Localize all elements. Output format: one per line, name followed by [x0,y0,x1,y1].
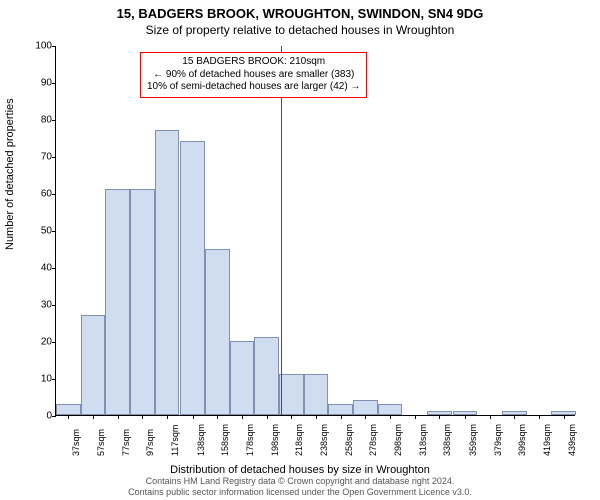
plot-area: 010203040506070809010037sqm57sqm77sqm97s… [55,46,575,416]
histogram-bar [180,141,205,415]
x-tick-mark [193,415,194,419]
x-tick-mark [390,415,391,419]
histogram-bar [81,315,106,415]
chart-title-address: 15, BADGERS BROOK, WROUGHTON, SWINDON, S… [0,0,600,21]
x-tick-label: 258sqm [344,424,354,456]
y-axis-label: Number of detached properties [4,98,16,250]
x-tick-label: 359sqm [468,424,478,456]
chart-title-desc: Size of property relative to detached ho… [0,21,600,37]
x-tick-label: 419sqm [542,424,552,456]
x-tick-label: 37sqm [71,429,81,456]
x-tick-label: 218sqm [294,424,304,456]
y-tick-mark [52,416,56,417]
x-tick-mark [316,415,317,419]
infobox-line: 15 BADGERS BROOK: 210sqm [147,56,360,69]
y-tick-label: 30 [26,300,52,311]
x-tick-mark [291,415,292,419]
histogram-bar [130,189,155,415]
x-tick-mark [267,415,268,419]
reference-line [281,46,282,415]
x-tick-label: 97sqm [145,429,155,456]
y-tick-mark [52,194,56,195]
x-tick-label: 198sqm [270,424,280,456]
x-tick-mark [365,415,366,419]
x-tick-label: 278sqm [368,424,378,456]
x-tick-mark [242,415,243,419]
y-tick-label: 70 [26,152,52,163]
x-tick-label: 399sqm [517,424,527,456]
y-tick-mark [52,342,56,343]
y-tick-label: 20 [26,337,52,348]
x-tick-label: 178sqm [245,424,255,456]
histogram-bar [155,130,180,415]
y-tick-label: 90 [26,78,52,89]
y-tick-mark [52,157,56,158]
x-tick-mark [167,415,168,419]
x-tick-mark [490,415,491,419]
infobox-line: ← 90% of detached houses are smaller (38… [147,69,360,82]
y-tick-label: 100 [26,41,52,52]
x-tick-label: 439sqm [567,424,577,456]
x-axis-label: Distribution of detached houses by size … [0,464,600,476]
x-tick-mark [415,415,416,419]
x-tick-mark [68,415,69,419]
y-tick-label: 60 [26,189,52,200]
x-tick-label: 238sqm [319,424,329,456]
y-tick-label: 40 [26,263,52,274]
y-tick-mark [52,379,56,380]
histogram-bar [378,404,403,415]
y-tick-label: 80 [26,115,52,126]
x-tick-mark [564,415,565,419]
x-tick-label: 138sqm [196,424,206,456]
x-tick-label: 117sqm [170,425,180,456]
property-info-box: 15 BADGERS BROOK: 210sqm← 90% of detache… [140,52,367,98]
histogram-bar [56,404,81,415]
x-tick-mark [341,415,342,419]
histogram-bar [328,404,353,415]
x-tick-mark [118,415,119,419]
x-tick-label: 298sqm [393,424,403,456]
histogram-bar [304,374,329,415]
histogram-bar [205,249,230,416]
x-tick-label: 57sqm [96,429,106,456]
histogram-bar [230,341,255,415]
x-tick-mark [93,415,94,419]
x-tick-label: 158sqm [220,424,230,456]
y-tick-mark [52,231,56,232]
histogram-bar [254,337,279,415]
y-tick-mark [52,268,56,269]
x-tick-mark [439,415,440,419]
x-tick-mark [142,415,143,419]
footer-line1: Contains HM Land Registry data © Crown c… [0,476,600,487]
x-tick-label: 379sqm [493,424,503,456]
y-tick-mark [52,46,56,47]
y-tick-mark [52,120,56,121]
footer-line2: Contains public sector information licen… [0,487,600,498]
histogram-bar [105,189,130,415]
x-tick-mark [465,415,466,419]
x-tick-label: 338sqm [442,424,452,456]
y-tick-mark [52,83,56,84]
histogram-bar [353,400,378,415]
y-tick-label: 0 [26,411,52,422]
footer-attribution: Contains HM Land Registry data © Crown c… [0,476,600,498]
x-tick-mark [217,415,218,419]
infobox-line: 10% of semi-detached houses are larger (… [147,81,360,94]
x-tick-label: 77sqm [121,429,131,456]
chart-container: 15, BADGERS BROOK, WROUGHTON, SWINDON, S… [0,0,600,500]
histogram-bar [279,374,304,415]
y-tick-mark [52,305,56,306]
y-tick-label: 50 [26,226,52,237]
x-tick-mark [539,415,540,419]
x-tick-label: 318sqm [418,424,428,456]
y-tick-label: 10 [26,374,52,385]
x-tick-mark [514,415,515,419]
